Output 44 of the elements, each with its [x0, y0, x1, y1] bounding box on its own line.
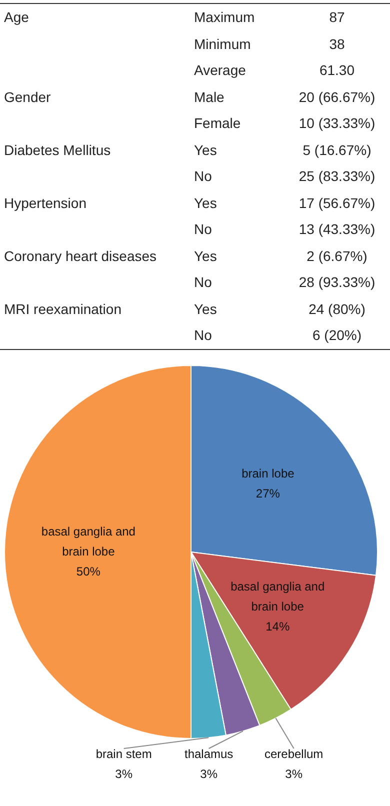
text: Minimum: [194, 36, 251, 52]
text: No: [194, 168, 212, 184]
slice-label: thalamus: [184, 746, 234, 760]
text: Yes: [194, 194, 217, 210]
text: 5 (16.67%): [302, 142, 372, 158]
text: Diabetes Mellitus: [4, 142, 111, 158]
data-label: 14%: [266, 618, 290, 633]
text: Male: [194, 88, 224, 104]
text: 87: [329, 9, 345, 25]
text: Age: [4, 9, 29, 25]
text: No: [194, 274, 212, 290]
slice-label: cerebellum: [264, 746, 324, 760]
text: Gender: [4, 88, 51, 104]
data-label: 3%: [285, 766, 303, 780]
slice-label: brain stem: [96, 746, 152, 760]
text: 25 (83.33%): [298, 168, 376, 184]
text: Yes: [194, 300, 217, 316]
text: 10 (33.33%): [298, 115, 376, 131]
text: 20 (66.67%): [298, 88, 376, 104]
text: Coronary heart diseases: [4, 248, 157, 264]
text: 13 (43.33%): [298, 221, 376, 237]
text: 6 (20%): [312, 327, 362, 343]
text: Yes: [194, 248, 217, 264]
slice-label: basal ganglia and brain lobe: [230, 578, 325, 613]
text: 28 (93.33%): [298, 274, 376, 290]
slice-label: basal ganglia and brain lobe: [41, 524, 136, 558]
data-label: 50%: [76, 564, 101, 578]
data-label: 3%: [200, 766, 218, 780]
text: Maximum: [194, 9, 255, 25]
text: 61.30: [319, 62, 355, 78]
text: 24 (80%): [308, 300, 366, 316]
text: 17 (56.67%): [298, 194, 376, 210]
slice-label: brain lobe: [242, 466, 295, 480]
text: No: [194, 221, 212, 237]
text: MRI reexamination: [4, 300, 122, 316]
text: Hypertension: [4, 194, 86, 210]
data-label: 3%: [115, 766, 133, 780]
text: No: [194, 327, 212, 343]
data-label: 27%: [256, 486, 280, 500]
text: Female: [194, 115, 241, 131]
text: 38: [329, 36, 345, 52]
text: 2 (6.67%): [306, 248, 368, 264]
text: Average: [194, 62, 246, 78]
text: Yes: [194, 142, 217, 158]
